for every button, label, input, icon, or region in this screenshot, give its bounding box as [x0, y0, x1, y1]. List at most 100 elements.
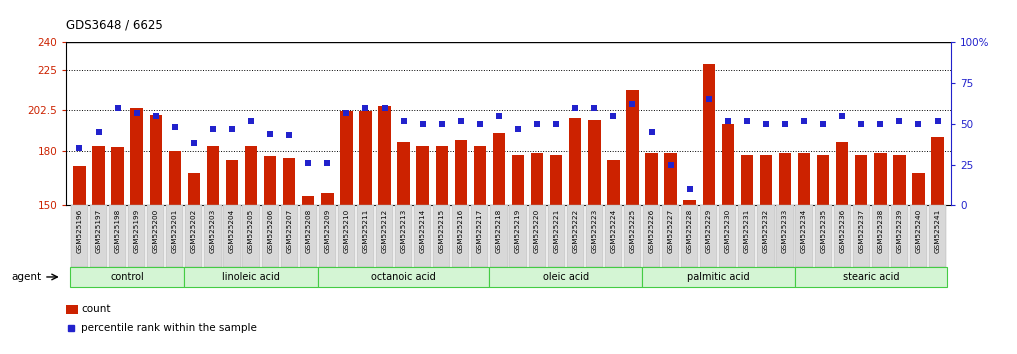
- Text: agent: agent: [11, 272, 42, 282]
- Point: [777, 121, 793, 127]
- Point: [491, 113, 507, 119]
- Text: control: control: [110, 272, 144, 282]
- Bar: [455, 140, 467, 205]
- Bar: [912, 173, 924, 205]
- Point: [910, 121, 926, 127]
- Bar: [89, 205, 107, 267]
- Text: GSM525218: GSM525218: [496, 209, 502, 253]
- Bar: [817, 155, 829, 205]
- Text: GSM525231: GSM525231: [743, 209, 750, 253]
- Text: GSM525212: GSM525212: [381, 209, 387, 253]
- Text: GSM525220: GSM525220: [534, 209, 540, 253]
- Bar: [929, 205, 946, 267]
- Bar: [490, 205, 507, 267]
- Point: [701, 97, 717, 102]
- Point: [644, 129, 660, 135]
- Bar: [703, 64, 715, 205]
- Point: [529, 121, 545, 127]
- Text: GSM525241: GSM525241: [935, 209, 941, 253]
- Bar: [109, 205, 126, 267]
- Point: [91, 129, 107, 135]
- Text: GSM525210: GSM525210: [344, 209, 350, 253]
- Point: [415, 121, 431, 127]
- Point: [853, 121, 870, 127]
- Point: [548, 121, 564, 127]
- Bar: [184, 267, 317, 287]
- Point: [472, 121, 488, 127]
- Point: [624, 102, 641, 107]
- Bar: [550, 155, 562, 205]
- Bar: [474, 145, 486, 205]
- Point: [376, 105, 393, 110]
- Point: [720, 118, 736, 124]
- Text: GSM525228: GSM525228: [686, 209, 693, 253]
- Bar: [395, 205, 412, 267]
- Bar: [376, 205, 394, 267]
- Bar: [798, 153, 811, 205]
- Bar: [794, 267, 947, 287]
- Text: GSM525232: GSM525232: [763, 209, 769, 253]
- Text: GSM525238: GSM525238: [878, 209, 884, 253]
- Bar: [719, 205, 736, 267]
- Bar: [357, 205, 374, 267]
- Bar: [531, 153, 543, 205]
- Bar: [226, 160, 238, 205]
- Bar: [547, 205, 564, 267]
- Bar: [529, 205, 546, 267]
- Point: [71, 145, 87, 151]
- Text: GSM525204: GSM525204: [229, 209, 235, 253]
- Text: GSM525217: GSM525217: [477, 209, 483, 253]
- Bar: [453, 205, 470, 267]
- Text: GSM525198: GSM525198: [115, 209, 121, 253]
- Bar: [893, 155, 905, 205]
- Bar: [664, 153, 676, 205]
- Bar: [224, 205, 241, 267]
- Bar: [566, 205, 584, 267]
- Point: [738, 118, 755, 124]
- Bar: [318, 205, 336, 267]
- Bar: [414, 205, 431, 267]
- Bar: [855, 155, 868, 205]
- Bar: [493, 133, 505, 205]
- Text: GSM525219: GSM525219: [515, 209, 521, 253]
- Point: [796, 118, 813, 124]
- Bar: [872, 205, 889, 267]
- Point: [319, 160, 336, 166]
- Bar: [623, 205, 641, 267]
- Point: [815, 121, 831, 127]
- Bar: [169, 151, 181, 205]
- Bar: [206, 145, 219, 205]
- Text: GSM525235: GSM525235: [820, 209, 826, 253]
- Bar: [740, 155, 753, 205]
- Text: GSM525237: GSM525237: [858, 209, 864, 253]
- Point: [243, 118, 259, 124]
- Bar: [302, 196, 314, 205]
- Text: GSM525199: GSM525199: [133, 209, 139, 253]
- Bar: [245, 145, 257, 205]
- Bar: [643, 205, 660, 267]
- Bar: [738, 205, 756, 267]
- Point: [834, 113, 850, 119]
- Bar: [510, 205, 527, 267]
- Text: GSM525221: GSM525221: [553, 209, 559, 253]
- Bar: [71, 205, 88, 267]
- Text: GSM525209: GSM525209: [324, 209, 331, 253]
- Point: [396, 118, 412, 124]
- Point: [224, 126, 240, 132]
- Text: GSM525214: GSM525214: [420, 209, 426, 253]
- Point: [567, 105, 584, 110]
- Text: GSM525222: GSM525222: [573, 209, 579, 253]
- Bar: [588, 120, 600, 205]
- Point: [110, 105, 126, 110]
- Text: GSM525226: GSM525226: [649, 209, 655, 253]
- Bar: [760, 155, 772, 205]
- Text: octanoic acid: octanoic acid: [371, 272, 436, 282]
- Point: [433, 121, 450, 127]
- Bar: [66, 305, 77, 314]
- Bar: [891, 205, 908, 267]
- Bar: [166, 205, 183, 267]
- Text: GSM525213: GSM525213: [401, 209, 407, 253]
- Point: [300, 160, 316, 166]
- Bar: [283, 158, 295, 205]
- Bar: [489, 267, 642, 287]
